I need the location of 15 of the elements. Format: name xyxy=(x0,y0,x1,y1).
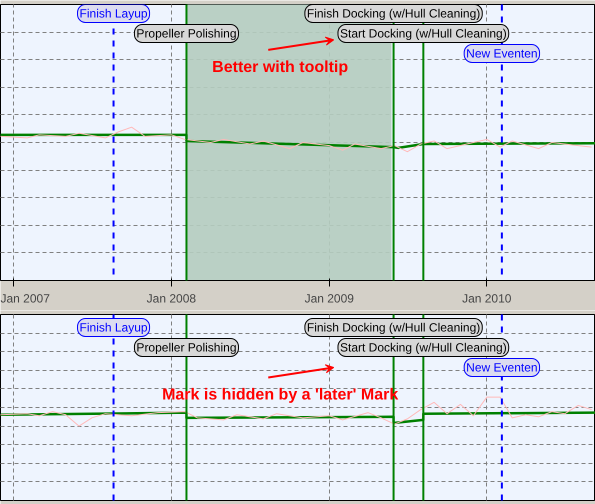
ref-line-label: Finish Layup xyxy=(80,6,148,20)
x-tick-label: Jan 2007 xyxy=(0,292,50,306)
ref-line-label: Finish Docking (w/Hull Cleaning) xyxy=(306,320,480,334)
ref-line-label: Propeller Polishing xyxy=(136,26,236,40)
x-tick-label: Jan 2008 xyxy=(146,292,196,306)
text: Better with tooltip xyxy=(212,58,348,76)
ref-line-label: New Eventen xyxy=(466,46,538,60)
ref-line-label: Start Docking (w/Hull Cleaning) xyxy=(340,26,507,40)
ref-line-label: Finish Docking (w/Hull Cleaning) xyxy=(306,6,480,20)
ref-line-label: Start Docking (w/Hull Cleaning) xyxy=(340,340,507,354)
x-tick-label: Jan 2009 xyxy=(304,292,354,306)
ref-line-label: Finish Layup xyxy=(80,320,148,334)
ref-line-label: Propeller Polishing xyxy=(136,340,236,354)
ref-line-label: New Eventen xyxy=(466,360,538,374)
x-tick-label: Jan 2010 xyxy=(462,292,512,306)
